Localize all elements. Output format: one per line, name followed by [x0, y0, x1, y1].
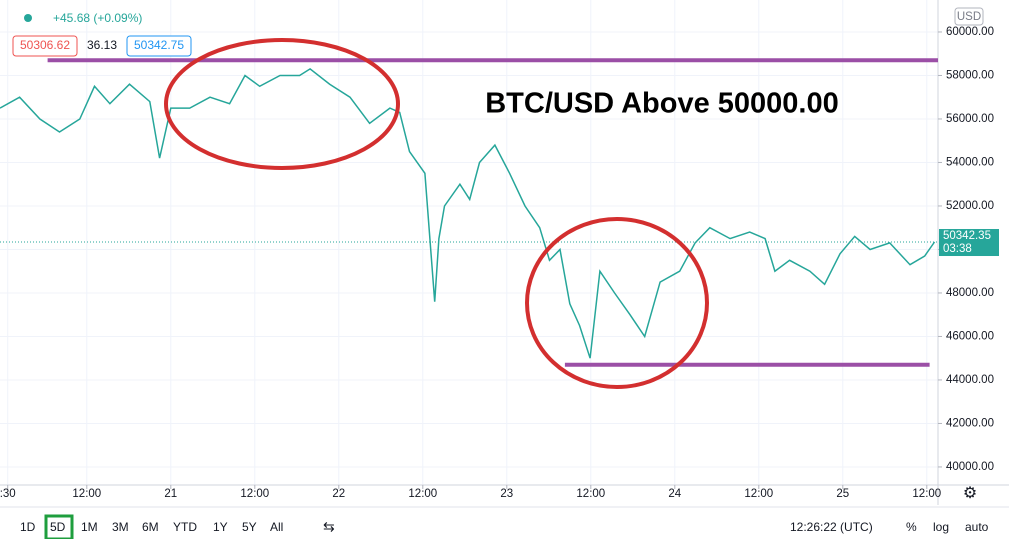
y-tick-label: 40000.00 — [946, 461, 994, 473]
x-tick-label: 12:00 — [912, 488, 941, 500]
ask[interactable]: 50342.75 — [134, 38, 184, 52]
active-range — [44, 514, 74, 539]
annotation-circle — [525, 217, 709, 389]
chart-title: BTC/USD Above 50000.00 — [485, 88, 839, 120]
x-tick-label: 24 — [668, 488, 681, 500]
y-tick-label: 56000.00 — [946, 113, 994, 125]
price-tag — [939, 229, 999, 257]
range-button[interactable]: 1D — [20, 520, 36, 534]
ask-box[interactable] — [126, 35, 192, 57]
settings-icon[interactable]: ⚙ — [963, 485, 977, 502]
x-tick-label: 12:00 — [576, 488, 605, 500]
currency[interactable]: USD — [957, 11, 981, 23]
y-tick-label: 42000.00 — [946, 417, 994, 429]
x-tick-label: 22 — [332, 488, 345, 500]
scale-option[interactable]: % — [906, 520, 917, 534]
x-tick-label: :30 — [0, 488, 16, 500]
bid[interactable]: 50306.62 — [20, 38, 70, 52]
bid-box[interactable] — [12, 35, 78, 57]
scale-option[interactable]: log — [933, 520, 949, 534]
spread: 36.13 — [87, 38, 117, 52]
x-tick-label: 12:00 — [72, 488, 101, 500]
y-tick-label: 44000.00 — [946, 374, 994, 386]
range-button[interactable]: 5D — [50, 520, 66, 534]
price-line — [0, 67, 936, 359]
y-tick-label: 58000.00 — [946, 69, 994, 81]
x-tick-label: 23 — [500, 488, 513, 500]
clock: 12:26:22 (UTC) — [790, 520, 873, 534]
annotation-circle — [164, 38, 400, 170]
y-tick-label: 46000.00 — [946, 330, 994, 342]
range-button[interactable]: 5Y — [242, 520, 257, 534]
y-tick-label: 52000.00 — [946, 200, 994, 212]
x-tick-label: 12:00 — [408, 488, 437, 500]
x-tick-label: 21 — [164, 488, 177, 500]
countdown: 03:38 — [943, 243, 972, 255]
change: +45.68 (+0.09%) — [53, 11, 142, 25]
x-tick-label: 12:00 — [744, 488, 773, 500]
range-button[interactable]: 1M — [81, 520, 98, 534]
status-dot — [24, 14, 32, 22]
y-tick-label: 48000.00 — [946, 287, 994, 299]
y-tick-label: 60000.00 — [946, 26, 994, 38]
x-tick-label: 25 — [836, 488, 849, 500]
scale-option[interactable]: auto — [965, 520, 989, 534]
y-tick-label: 54000.00 — [946, 156, 994, 168]
x-tick-label: 12:00 — [240, 488, 269, 500]
last-price: 50342.35 — [943, 230, 991, 242]
range-button[interactable]: YTD — [173, 520, 197, 534]
grid — [0, 0, 938, 485]
currency-box[interactable] — [954, 7, 984, 26]
range-button[interactable]: 1Y — [213, 520, 228, 534]
range-button[interactable]: All — [270, 520, 283, 534]
range-button[interactable]: 3M — [112, 520, 129, 534]
toolbar: 1D 5D 1M 3M 6M YTD 1Y 5Y All% log auto — [20, 514, 989, 539]
compare-icon[interactable]: ⇆ — [323, 519, 335, 535]
range-button[interactable]: 6M — [142, 520, 159, 534]
